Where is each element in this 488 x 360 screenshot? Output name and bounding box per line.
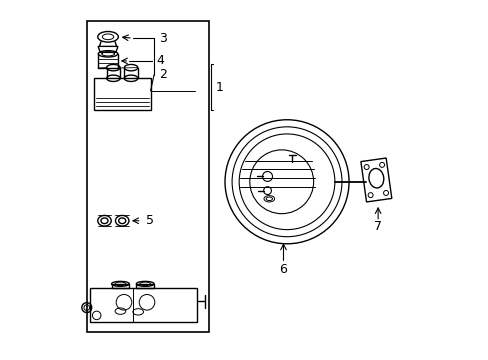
Text: 6: 6 <box>279 263 287 276</box>
Bar <box>136 284 154 288</box>
Text: 1: 1 <box>216 81 224 94</box>
Bar <box>90 288 196 322</box>
Text: 7: 7 <box>373 220 381 234</box>
Bar <box>111 284 129 288</box>
Text: 5: 5 <box>145 214 154 227</box>
Text: 4: 4 <box>156 54 164 67</box>
Text: 2: 2 <box>159 68 167 81</box>
Bar <box>86 21 209 332</box>
Text: 3: 3 <box>159 32 167 45</box>
